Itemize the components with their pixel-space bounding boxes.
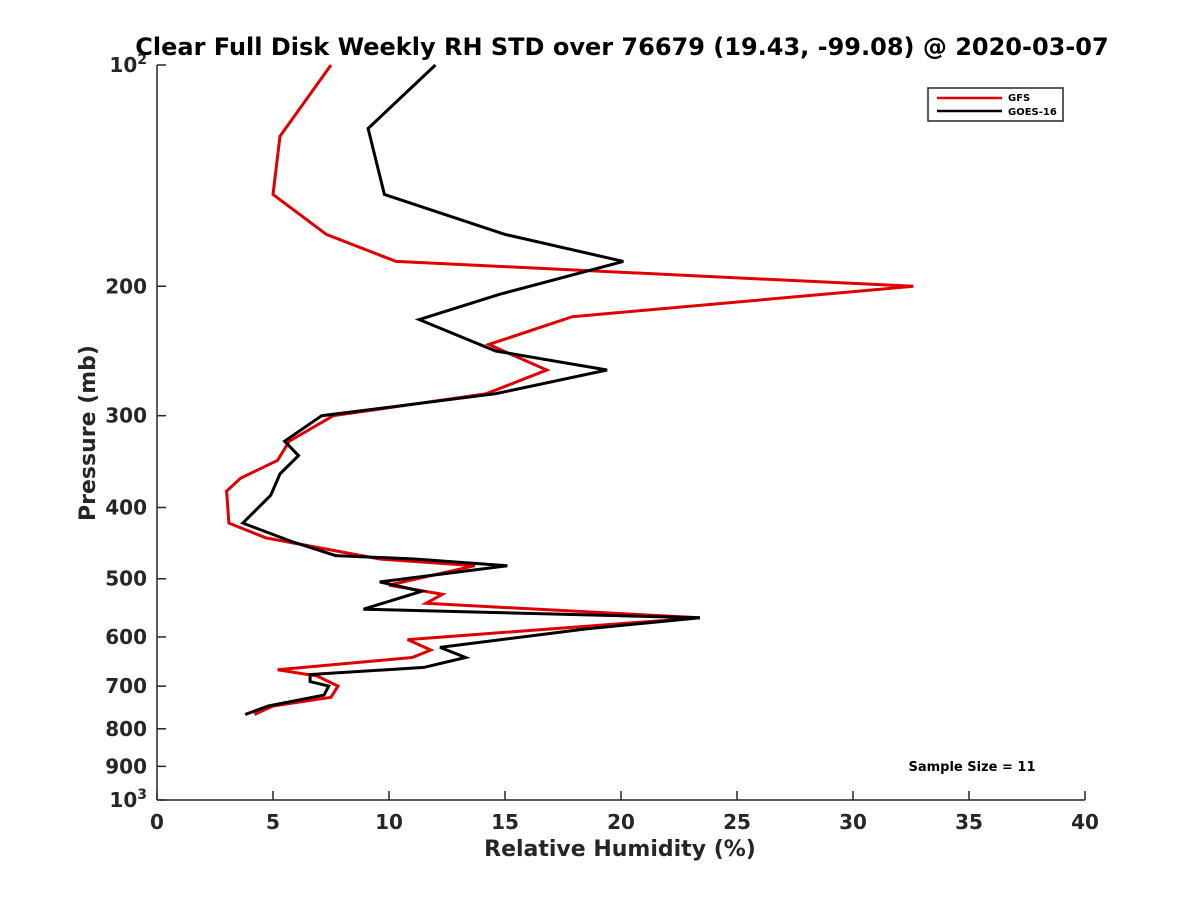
x-tick-label: 40 [1071,810,1099,834]
x-axis-label: Relative Humidity (%) [484,837,756,862]
y-tick-label: 500 [105,567,147,591]
legend-box [927,87,1064,122]
y-ticks: 102 200 300 400 500 600 700 800 900 103 [105,52,166,812]
legend-goes16-label: GOES-16 [1008,107,1057,118]
y-tick-label: 800 [105,717,147,741]
gfs-series-line [225,64,914,716]
x-tick-label: 30 [839,810,867,834]
x-tick-label: 15 [491,810,519,834]
x-tick-label: 20 [607,810,635,834]
x-ticks: 0 5 10 15 20 25 30 35 40 [150,791,1099,834]
y-tick-label: 300 [105,404,147,428]
y-tick-label: 900 [105,754,147,778]
y-tick-label: 102 [109,52,147,77]
sample-size-note: Sample Size = 11 [908,760,1035,775]
x-tick-label: 0 [150,810,164,834]
x-tick-label: 5 [266,810,280,834]
chart-title: Clear Full Disk Weekly RH STD over 76679… [135,33,1108,61]
goes-16-series-line [240,63,701,716]
legend: GFS GOES-16 [927,87,1064,122]
y-tick-label: 103 [109,787,147,812]
series-lines [225,63,914,716]
y-axis-label: Pressure (mb) [76,345,101,521]
y-tick-label: 200 [105,274,147,298]
y-tick-label: 700 [105,674,147,698]
y-tick-label: 600 [105,625,147,649]
x-tick-label: 25 [723,810,751,834]
y-tick-label: 400 [105,496,147,520]
x-tick-label: 35 [955,810,983,834]
legend-gfs-label: GFS [1008,93,1030,104]
x-tick-label: 10 [375,810,403,834]
